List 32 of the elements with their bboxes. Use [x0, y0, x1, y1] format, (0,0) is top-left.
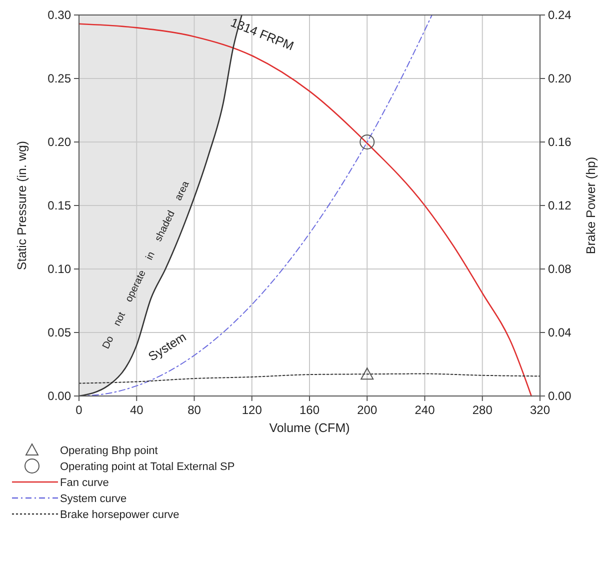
x-tick-label: 0 — [76, 403, 83, 417]
x-tick-label: 80 — [188, 403, 202, 417]
y-axis-title: Static Pressure (in. wg) — [15, 140, 29, 270]
y2-tick-label: 0.12 — [548, 198, 572, 212]
y-tick-label: 0.20 — [48, 135, 72, 149]
y-tick-label: 0.25 — [48, 72, 72, 86]
y2-tick-label: 0.04 — [548, 326, 572, 340]
x-tick-label: 160 — [299, 403, 320, 417]
y2-tick-label: 0.20 — [548, 72, 572, 86]
annotation: 1314 FRPM — [228, 15, 296, 54]
y2-axis-title: Brake Power (hp) — [584, 156, 598, 254]
y2-tick-label: 0.08 — [548, 262, 572, 276]
legend-label: Fan curve — [60, 477, 109, 489]
x-tick-label: 120 — [242, 403, 262, 417]
x-tick-label: 320 — [530, 403, 550, 417]
y2-tick-label: 0.00 — [548, 389, 572, 403]
legend-label: Operating point at Total External SP — [60, 461, 235, 473]
y-tick-label: 0.10 — [48, 262, 72, 276]
legend-label: System curve — [60, 493, 127, 505]
legend-label: Brake horsepower curve — [60, 509, 180, 521]
x-tick-label: 200 — [357, 403, 378, 417]
y2-tick-label: 0.24 — [548, 8, 572, 22]
x-tick-label: 280 — [472, 403, 493, 417]
y-tick-label: 0.30 — [48, 8, 72, 22]
y2-tick-label: 0.16 — [548, 135, 572, 149]
y-tick-label: 0.15 — [48, 198, 72, 212]
x-tick-label: 40 — [130, 403, 144, 417]
legend-label: Operating Bhp point — [60, 445, 158, 457]
x-tick-label: 240 — [414, 403, 436, 417]
y-tick-label: 0.00 — [48, 389, 72, 403]
x-axis-title: Volume (CFM) — [269, 421, 350, 435]
y-tick-label: 0.05 — [48, 326, 72, 340]
